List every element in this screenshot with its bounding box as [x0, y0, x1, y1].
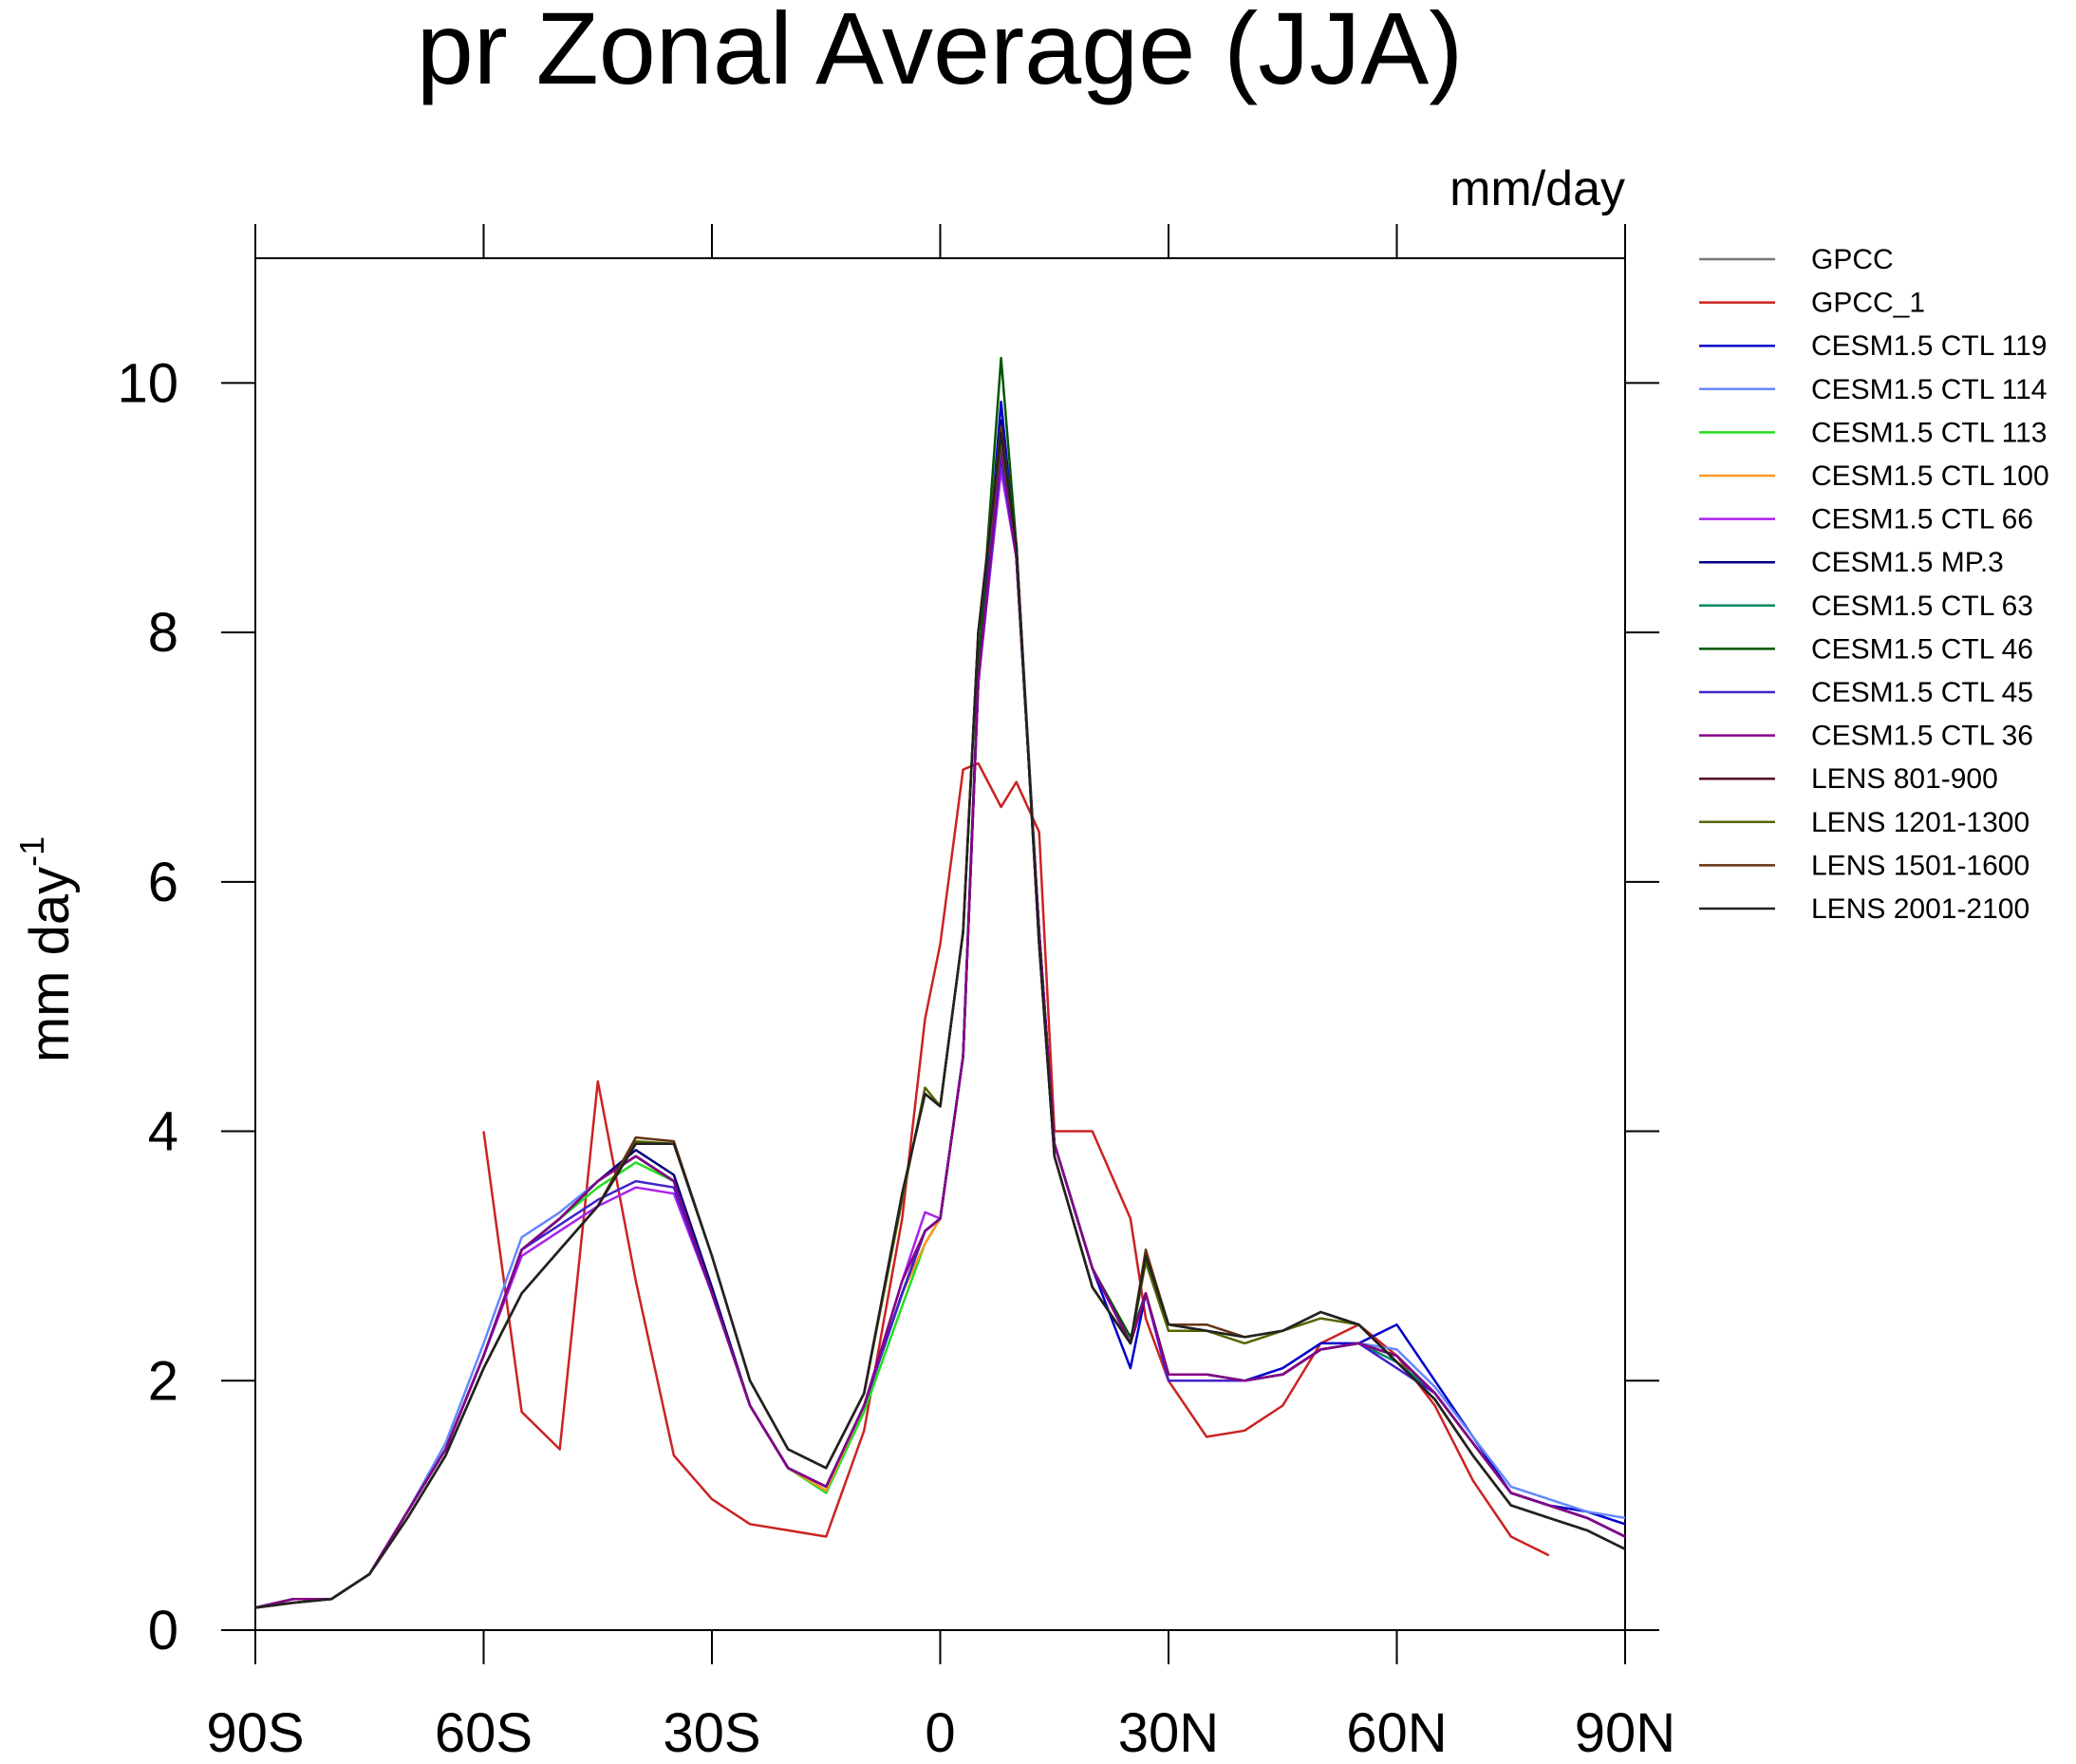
legend-label: CESM1.5 CTL 46 [1811, 633, 2033, 665]
units-label: mm/day [1449, 161, 1625, 216]
x-tick-label: 0 [925, 1702, 955, 1764]
legend-label: GPCC [1811, 244, 1894, 275]
y-tick-label: 6 [148, 852, 178, 913]
series-line [254, 456, 1626, 1609]
series-line [254, 431, 1626, 1609]
legend-label: LENS 1201-1300 [1811, 807, 2029, 838]
x-tick-label: 60N [1346, 1702, 1447, 1764]
y-tick-label: 0 [148, 1600, 178, 1661]
series-line [254, 443, 1626, 1609]
x-tick-label: 60S [435, 1702, 533, 1764]
legend-label: LENS 1501-1600 [1811, 850, 2029, 881]
legend-label: GPCC_1 [1811, 288, 1925, 319]
legend-label: CESM1.5 MP.3 [1811, 547, 2004, 578]
chart-title: pr Zonal Average (JJA) [417, 0, 1464, 105]
series-line [254, 450, 1626, 1609]
x-tick-label: 30N [1118, 1702, 1219, 1764]
series-line [254, 443, 1626, 1609]
legend-label: LENS 2001-2100 [1811, 893, 2029, 925]
series-line [482, 761, 1550, 1557]
y-tick-label: 4 [148, 1101, 178, 1163]
y-tick-label: 8 [148, 602, 178, 664]
x-tick-label: 90N [1575, 1702, 1675, 1764]
x-tick-label: 30S [663, 1702, 760, 1764]
y-axis-label-text: mm day [19, 867, 81, 1062]
legend-label: CESM1.5 CTL 66 [1811, 504, 2033, 535]
legend-label: CESM1.5 CTL 100 [1811, 460, 2049, 492]
y-tick-label: 10 [117, 352, 178, 414]
series-line [254, 469, 1626, 1609]
y-axis-label-sup: -1 [12, 836, 51, 867]
y-tick-label: 2 [148, 1350, 178, 1412]
series-line [254, 438, 1626, 1609]
legend-label: CESM1.5 CTL 45 [1811, 677, 2033, 708]
legend-label: CESM1.5 CTL 36 [1811, 721, 2033, 752]
legend-label: CESM1.5 CTL 113 [1811, 417, 2047, 448]
series-line [254, 438, 1626, 1609]
legend-label: CESM1.5 CTL 119 [1811, 330, 2047, 362]
legend-label: CESM1.5 CTL 114 [1811, 374, 2047, 405]
legend-label: LENS 801-900 [1811, 763, 1998, 795]
series-line [254, 425, 1626, 1609]
y-axis-label: mm day-1 [12, 836, 81, 1062]
series-line [254, 443, 1626, 1609]
series-line [254, 400, 1626, 1609]
legend-label: CESM1.5 CTL 63 [1811, 591, 2033, 622]
series-line [254, 431, 1626, 1609]
x-tick-label: 90S [206, 1702, 304, 1764]
series-line [254, 419, 1626, 1609]
